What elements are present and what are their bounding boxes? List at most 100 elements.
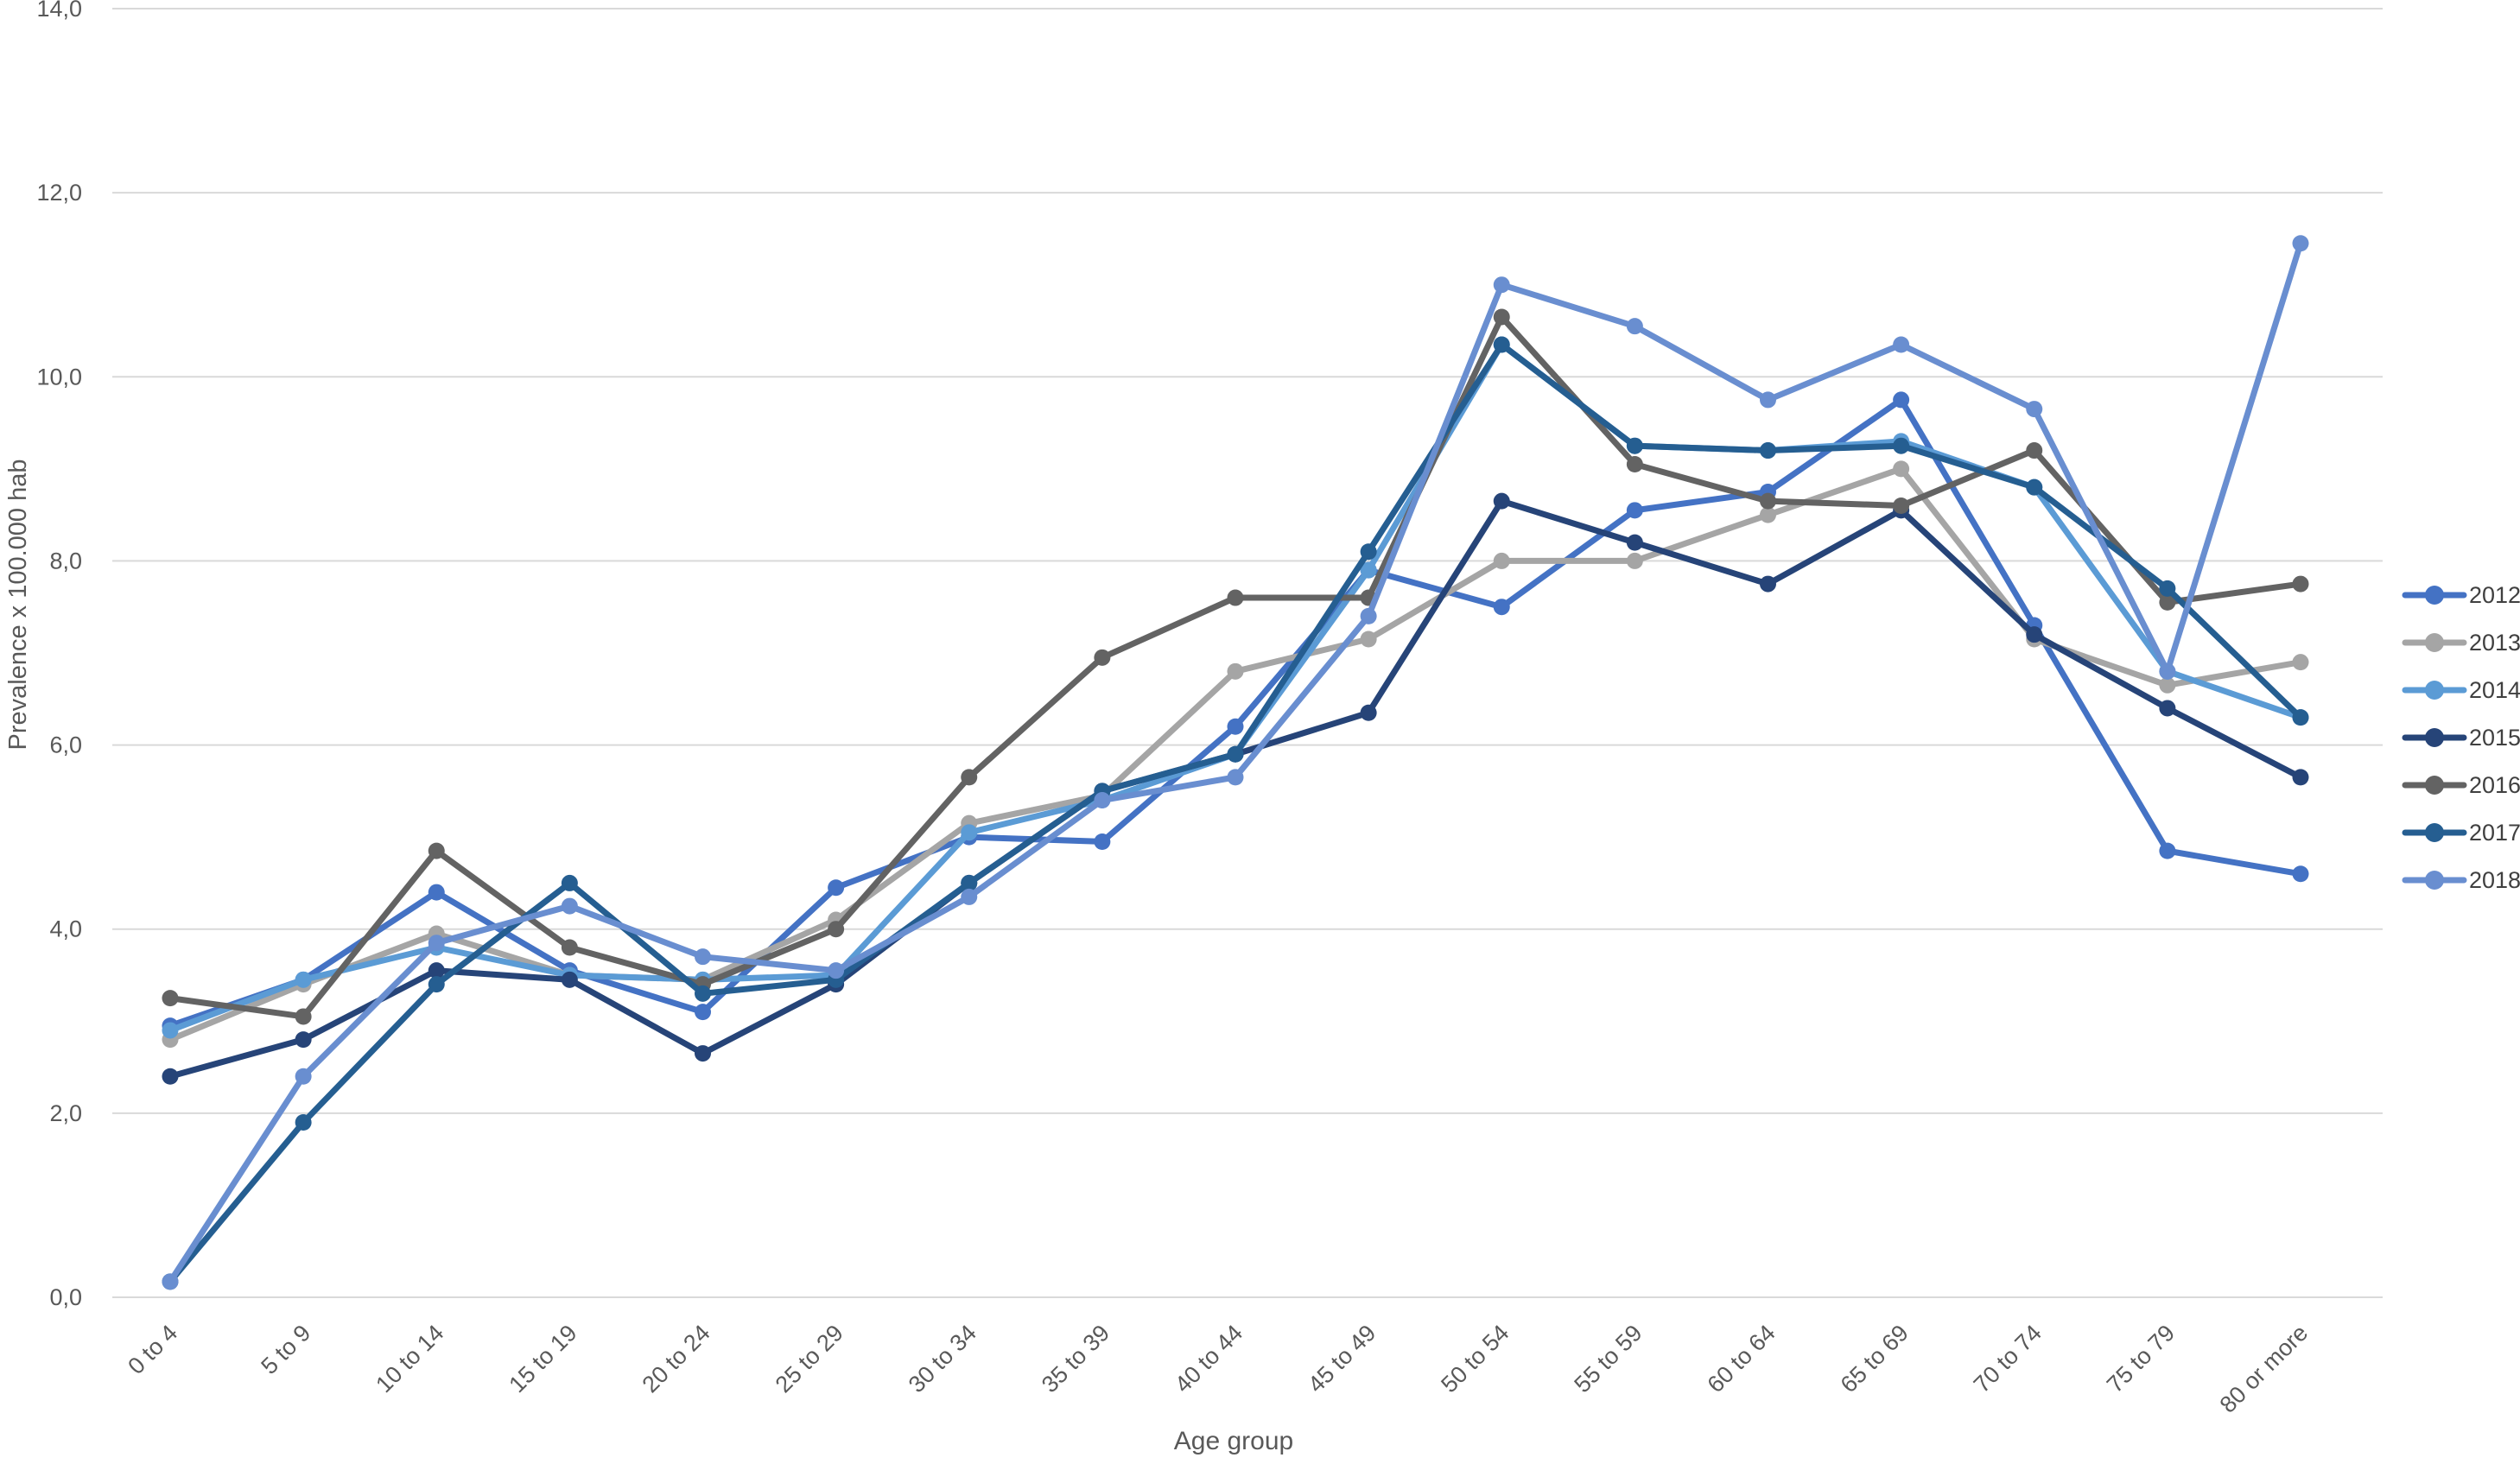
data-point-2018-10-to-14 [428,935,445,952]
data-point-2013-40-to-44 [1227,662,1244,680]
series-line-2012 [167,396,2304,1030]
data-point-2017-65-to-69 [1893,437,1910,454]
x-tick-50-to-54: 50 to 54 [1436,1320,1514,1397]
legend-dot-marker-2013 [2425,633,2444,652]
legend-label-2015: 2015 [2469,725,2520,751]
data-point-2018-35-to-39 [1094,792,1111,809]
y-axis-title: Prevalence x 100.000 hab [4,459,32,751]
data-point-2018-45-to-49 [1360,607,1377,624]
data-point-2015-70-to-74 [2026,626,2043,643]
data-point-2016-65-to-69 [1893,497,1910,514]
data-point-2012-50-to-54 [1493,599,1510,616]
data-point-2016-40-to-44 [1227,589,1244,606]
legend-dot-marker-2018 [2425,871,2444,890]
data-point-2014-30-to-34 [961,824,978,841]
legend-item-2013: 2013 [2402,630,2520,656]
x-tick-70-to-74: 70 to 74 [1969,1320,2047,1397]
data-point-2017-5-to-9 [295,1114,312,1131]
data-point-2018-55-to-59 [1626,318,1643,335]
data-point-2018-70-to-74 [2026,401,2043,418]
legend-label-2013: 2013 [2469,630,2520,656]
x-tick-0-to-4: 0 to 4 [123,1320,182,1379]
data-point-2015-0-to-4 [162,1068,179,1085]
legend-label-2016: 2016 [2469,772,2520,798]
data-point-2015-5-to-9 [295,1031,312,1049]
data-point-2012-35-to-39 [1094,833,1111,850]
data-point-2016-35-to-39 [1094,649,1111,666]
series-lines [162,235,2309,1290]
data-point-2017-45-to-49 [1360,543,1377,561]
data-point-2016-0-to-4 [162,990,179,1007]
data-point-2014-0-to-4 [162,1022,179,1039]
data-point-2013-45-to-49 [1360,631,1377,648]
y-tick-8,0: 8,0 [49,548,82,574]
data-point-2018-50-to-54 [1493,276,1510,294]
x-tick-35-to-39: 35 to 39 [1037,1320,1114,1397]
x-tick-30-to-34: 30 to 34 [904,1320,981,1397]
legend-label-2018: 2018 [2469,867,2520,893]
data-point-2017-75-to-79 [2159,580,2176,597]
data-point-2015-75-to-79 [2159,700,2176,717]
y-tick-12,0: 12,0 [36,180,82,206]
data-point-2015-80-or-more [2292,769,2309,786]
data-point-2013-80-or-more [2292,654,2309,671]
data-point-2018-0-to-4 [162,1273,179,1290]
x-tick-65-to-69: 65 to 69 [1836,1320,1914,1397]
data-point-2018-15-to-19 [561,897,578,915]
data-point-2014-45-to-49 [1360,561,1377,579]
data-point-2012-80-or-more [2292,865,2309,883]
data-point-2013-75-to-79 [2159,676,2176,694]
y-tick-4,0: 4,0 [49,916,82,942]
series-line-2017 [167,341,2304,1285]
x-tick-15-to-19: 15 to 19 [504,1320,581,1397]
x-tick-25-to-29: 25 to 29 [771,1320,848,1397]
x-tick-20-to-24: 20 to 24 [638,1320,715,1397]
y-tick-6,0: 6,0 [49,732,82,758]
x-tick-45-to-49: 45 to 49 [1303,1320,1381,1397]
series-line-2015 [167,498,2304,1080]
legend-item-2017: 2017 [2402,820,2520,846]
data-point-2016-75-to-79 [2159,593,2176,611]
data-point-2017-55-to-59 [1626,437,1643,454]
data-point-2018-65-to-69 [1893,336,1910,353]
x-tick-5-to-9: 5 to 9 [256,1320,315,1379]
data-point-2018-25-to-29 [828,962,845,979]
y-tick-14,0: 14,0 [36,0,82,22]
data-point-2018-40-to-44 [1227,769,1244,786]
data-point-2016-80-or-more [2292,575,2309,593]
data-point-2012-40-to-44 [1227,718,1244,735]
data-point-2017-40-to-44 [1227,745,1244,763]
data-point-2015-15-to-19 [561,971,578,988]
x-tick-75-to-79: 75 to 79 [2102,1320,2180,1397]
data-point-2017-20-to-24 [695,985,711,1002]
data-point-2017-50-to-54 [1493,336,1510,353]
x-tick-55-to-59: 55 to 59 [1569,1320,1647,1397]
data-point-2012-65-to-69 [1893,391,1910,409]
data-point-2016-25-to-29 [828,921,845,938]
data-point-2013-65-to-69 [1893,460,1910,478]
legend-item-2012: 2012 [2402,582,2520,608]
legend-dot-marker-2015 [2425,728,2444,747]
data-point-2012-10-to-14 [428,884,445,901]
legend-item-2016: 2016 [2402,772,2520,798]
data-point-2013-50-to-54 [1493,552,1510,569]
data-point-2016-10-to-14 [428,842,445,859]
data-point-2018-5-to-9 [295,1068,312,1085]
legend-label-2017: 2017 [2469,820,2520,846]
data-point-2015-10-to-14 [428,962,445,979]
y-tick-0,0: 0,0 [49,1284,82,1310]
y-tick-2,0: 2,0 [49,1100,82,1126]
x-tick-60-to-64: 60 to 64 [1703,1320,1781,1397]
data-point-2018-30-to-34 [961,888,978,905]
x-axis-title: Age group [1174,1427,1293,1455]
data-point-2016-70-to-74 [2026,442,2043,459]
chart-legend: 2012 2013 2014 2015 2016 2017 2018 [2402,582,2520,893]
data-point-2018-20-to-24 [695,948,711,966]
data-point-2016-5-to-9 [295,1008,312,1025]
x-tick-10-to-14: 10 to 14 [371,1320,448,1397]
legend-dot-marker-2017 [2425,823,2444,842]
data-point-2017-30-to-34 [961,874,978,891]
data-point-2017-80-or-more [2292,709,2309,726]
